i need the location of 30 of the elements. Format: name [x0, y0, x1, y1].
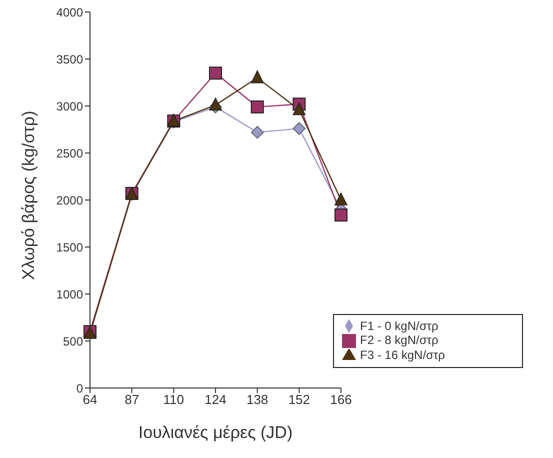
y-tick-label: 4000: [56, 5, 84, 20]
point: [250, 126, 264, 139]
y-tick-label: 1500: [56, 240, 84, 254]
x-tick-label: 87: [124, 392, 140, 408]
x-tick-label: 166: [330, 392, 352, 408]
x-axis-title: Ιουλιανές μέρες (JD): [138, 423, 293, 442]
point: [209, 66, 222, 80]
y-tick-label: 500: [62, 334, 84, 348]
point: [334, 192, 348, 206]
legend-label: F1 - 0 kgN/στρ: [360, 318, 438, 333]
y-tick-label: 0: [76, 381, 84, 396]
legend-label: F2 - 8 kgN/στρ: [360, 333, 438, 348]
x-tick-label: 110: [163, 392, 184, 408]
point: [250, 70, 264, 84]
y-axis-title: Χλωρό βάρος (kg/στρ): [19, 110, 38, 280]
point: [292, 122, 306, 135]
y-tick-label: 1000: [56, 287, 84, 302]
x-tick-label: 64: [82, 392, 98, 408]
point: [250, 100, 264, 114]
y-tick-label: 3500: [56, 52, 84, 66]
y-tick-label: 2000: [56, 193, 84, 208]
x-tick-label: 152: [288, 392, 310, 408]
point: [292, 102, 306, 116]
x-tick-label: 138: [246, 392, 268, 408]
point: [334, 208, 348, 222]
x-tick-label: 124: [204, 392, 226, 408]
legend-label: F3 - 16 kgN/στρ: [360, 348, 445, 362]
y-tick-label: 2500: [56, 146, 84, 160]
point: [209, 98, 222, 110]
y-tick-label: 3000: [56, 99, 84, 114]
